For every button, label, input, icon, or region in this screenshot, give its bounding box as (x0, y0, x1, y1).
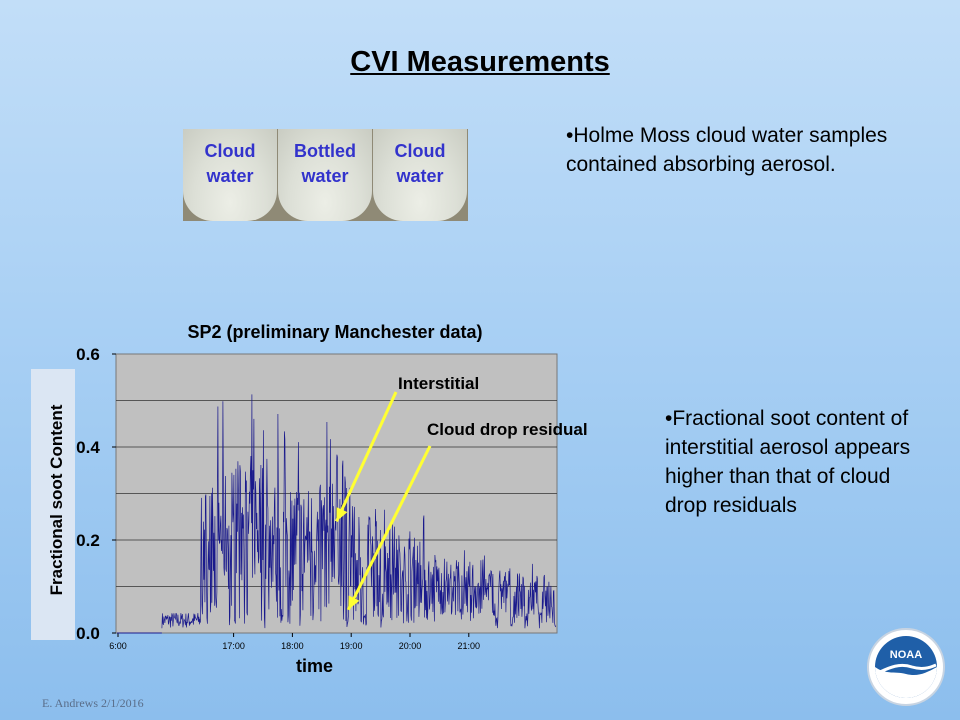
annotation-arrow (346, 445, 432, 611)
noaa-logo-icon: NOAA (867, 628, 945, 706)
series-line (161, 394, 557, 629)
noaa-logo-text: NOAA (890, 649, 922, 661)
bottle-label-line: water (396, 166, 444, 186)
bottle-label-right: Cloud water (373, 139, 467, 189)
x-tick-label: 6:00 (109, 641, 127, 651)
annotation-arrowhead (348, 595, 360, 610)
annotation-label: Cloud drop residual (427, 420, 588, 439)
bullet-soot-content: •Fractional soot content of interstitial… (665, 407, 911, 517)
x-tick-label: 17:00 (222, 641, 245, 651)
ylabel-background (31, 369, 75, 640)
bottle-label-middle: Bottled water (278, 139, 372, 189)
x-axis-label: time (296, 656, 334, 676)
x-tick-label: 19:00 (340, 641, 363, 651)
y-tick-label: 0.0 (76, 624, 100, 643)
footer-author-date: E. Andrews 2/1/2016 (42, 696, 144, 710)
y-tick-label: 0.6 (76, 345, 100, 364)
bottle-label-line: Cloud (394, 141, 446, 161)
bottle-photo: Cloud water Bottled water Cloud water (183, 129, 468, 221)
bottle-middle: Bottled water (278, 129, 372, 221)
bottle-label-line: Cloud (204, 141, 256, 161)
x-tick-label: 20:00 (399, 641, 422, 651)
annotation-label: Interstitial (398, 374, 479, 393)
bottle-right: Cloud water (373, 129, 467, 221)
bottle-left: Cloud water (183, 129, 277, 221)
x-tick-label: 21:00 (458, 641, 481, 651)
slide-title: CVI Measurements (350, 46, 610, 78)
bottle-label-left: Cloud water (183, 139, 277, 189)
y-tick-label: 0.2 (76, 531, 100, 550)
bullet-cloud-water: •Holme Moss cloud water samples containe… (566, 124, 888, 176)
chart-title: SP2 (preliminary Manchester data) (187, 322, 483, 342)
x-tick-label: 18:00 (281, 641, 304, 651)
annotation-arrow (335, 391, 398, 523)
y-tick-label: 0.4 (76, 438, 100, 457)
annotation-arrowhead (336, 507, 348, 522)
bottle-label-line: water (206, 166, 254, 186)
bottle-label-line: water (301, 166, 349, 186)
bottle-label-line: Bottled (294, 141, 356, 161)
